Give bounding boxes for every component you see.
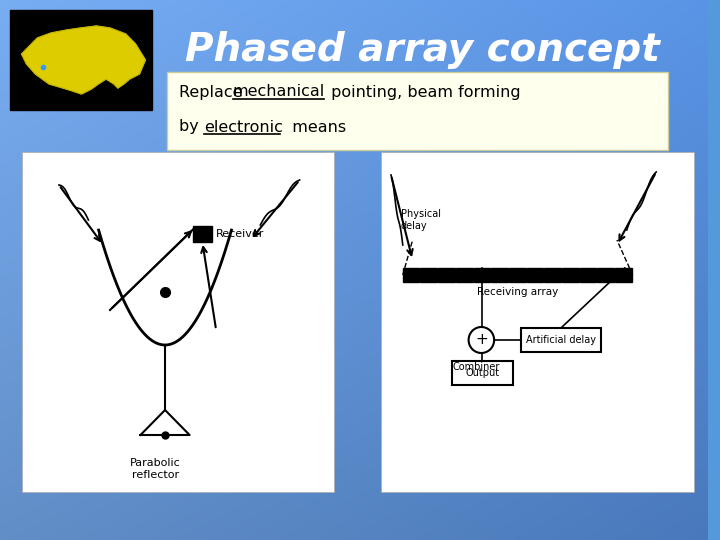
Bar	[420, 268, 437, 282]
Text: Receiving array: Receiving array	[477, 287, 558, 297]
Bar	[402, 268, 420, 282]
Bar	[509, 268, 526, 282]
Text: Receiver: Receiver	[216, 229, 264, 239]
Bar	[544, 268, 561, 282]
Bar	[562, 268, 579, 282]
Bar	[598, 268, 614, 282]
Bar	[521, 328, 601, 352]
Text: Physical
delay: Physical delay	[401, 209, 441, 231]
Text: Artificial delay: Artificial delay	[526, 335, 596, 345]
Bar	[452, 361, 513, 385]
Text: pointing, beam forming: pointing, beam forming	[326, 84, 521, 99]
Bar	[381, 152, 693, 492]
Text: electronic: electronic	[204, 119, 283, 134]
Bar	[456, 268, 472, 282]
Bar	[438, 268, 455, 282]
Bar	[491, 268, 508, 282]
Text: by: by	[179, 119, 209, 134]
Text: +: +	[475, 333, 487, 348]
Bar	[167, 72, 668, 150]
Text: Replace: Replace	[179, 84, 248, 99]
Text: Parabolic
reflector: Parabolic reflector	[130, 458, 181, 480]
Text: mechanical: mechanical	[233, 84, 325, 99]
Bar	[10, 10, 152, 110]
Bar	[474, 268, 490, 282]
Bar	[580, 268, 596, 282]
Text: Output: Output	[465, 368, 500, 378]
Text: Phased array concept: Phased array concept	[185, 31, 660, 69]
Bar	[192, 226, 212, 242]
Text: means: means	[282, 119, 346, 134]
Bar	[615, 268, 631, 282]
Bar	[526, 268, 544, 282]
Circle shape	[469, 327, 494, 353]
Bar	[22, 152, 334, 492]
Polygon shape	[22, 26, 145, 94]
Text: Combiner: Combiner	[453, 362, 500, 372]
